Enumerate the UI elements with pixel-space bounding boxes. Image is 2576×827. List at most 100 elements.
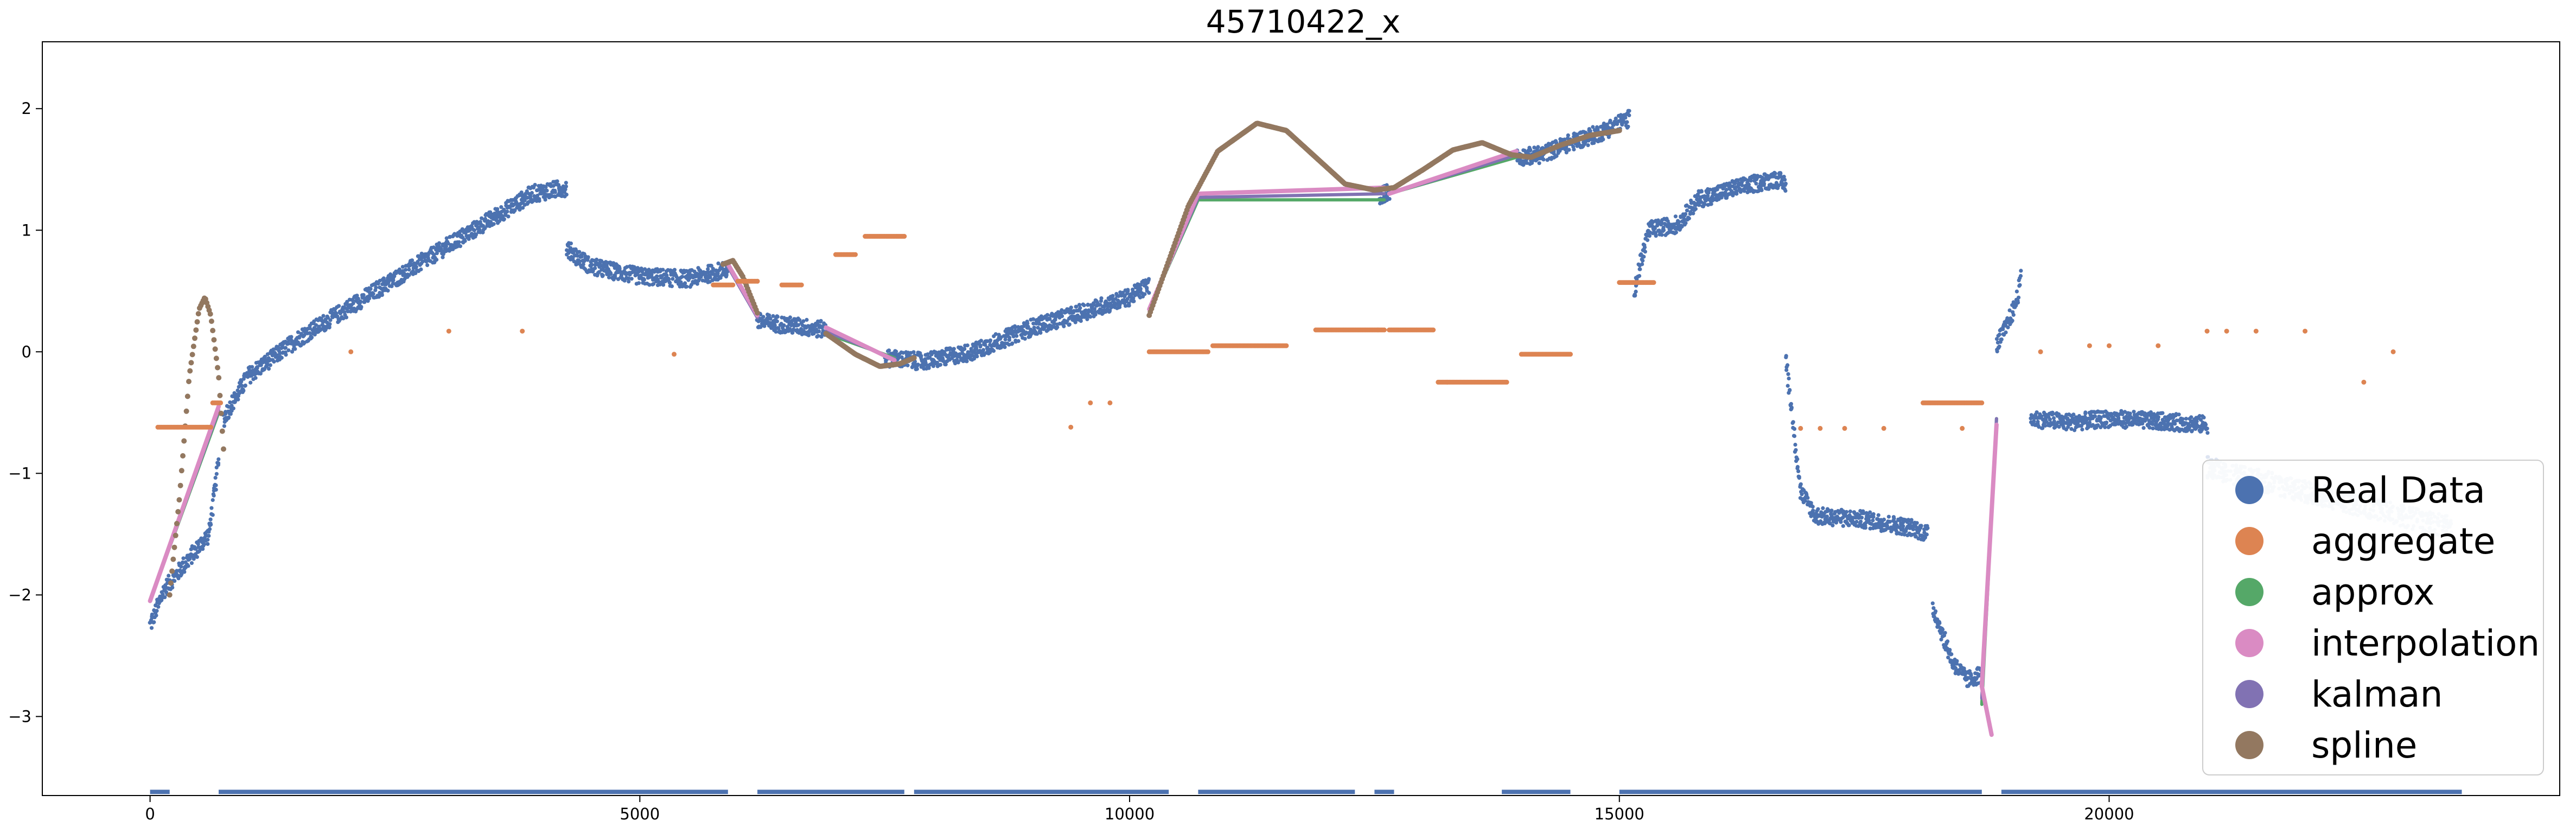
real-data-point [437, 241, 442, 245]
real-data-point [1794, 448, 1798, 452]
real-data-point [371, 291, 375, 296]
spline-point [180, 453, 186, 459]
real-data-point [543, 198, 547, 202]
real-data-point [308, 331, 312, 335]
real-data-point [775, 319, 779, 323]
real-data-point [346, 309, 350, 314]
real-data-point [293, 347, 297, 351]
real-data-point [502, 217, 506, 221]
real-data-point [1892, 517, 1896, 521]
real-data-point [154, 613, 158, 618]
real-data-point [1567, 148, 1571, 152]
real-data-point [1997, 344, 2001, 349]
real-data-point [2184, 417, 2188, 421]
real-data-point [1146, 277, 1151, 281]
real-data-point [328, 322, 332, 326]
real-data-point [533, 183, 537, 187]
real-data-point [2177, 412, 2181, 417]
real-data-point [1946, 639, 1950, 644]
real-data-point [1783, 177, 1787, 182]
real-data-point [407, 273, 411, 277]
real-data-point [1997, 332, 2001, 337]
real-data-segment [221, 179, 569, 428]
real-data-point [1882, 517, 1886, 522]
real-data-point [579, 255, 584, 259]
real-data-point [801, 319, 806, 323]
real-data-point [1930, 601, 1935, 606]
real-data-point [258, 371, 263, 376]
real-data-point [1625, 120, 1629, 124]
real-data-point [170, 586, 175, 590]
real-data-point [1079, 319, 1083, 323]
spline-point [215, 365, 220, 371]
real-data-segment [755, 311, 828, 339]
real-data-point [161, 592, 165, 596]
real-data-point [404, 268, 408, 272]
real-data-point [916, 362, 920, 367]
real-data-point [1871, 518, 1875, 523]
real-data-point [2036, 419, 2040, 424]
spline-point [168, 580, 174, 586]
real-data-point [472, 228, 476, 232]
real-data-point [975, 354, 979, 359]
spline-point [221, 446, 226, 452]
real-data-point [819, 319, 823, 323]
real-data-point [1102, 304, 1106, 309]
real-data-point [1126, 289, 1130, 294]
real-data-point [1925, 526, 1930, 530]
real-data-point [407, 268, 411, 272]
real-data-point [497, 219, 502, 224]
real-data-point [474, 232, 479, 237]
real-data-point [1962, 666, 1966, 671]
real-data-point [1787, 376, 1791, 381]
real-data-point [250, 365, 254, 369]
real-data-point [1800, 492, 1804, 497]
real-data-point [463, 239, 467, 243]
real-data-point [1601, 137, 1605, 142]
real-data-point [444, 236, 449, 240]
real-data-point [2050, 410, 2055, 415]
real-data-point [938, 362, 942, 367]
real-data-point [1847, 523, 1851, 527]
spline-point [911, 355, 917, 361]
real-data-point [1831, 523, 1835, 527]
real-data-point [2205, 431, 2210, 435]
real-data-point [2173, 422, 2177, 426]
real-data-point [1111, 294, 1115, 298]
real-data-point [163, 595, 167, 600]
real-data-point [1783, 181, 1788, 186]
real-data-point [506, 214, 511, 219]
real-data-point [1676, 220, 1681, 224]
real-data-point [1754, 181, 1758, 186]
real-data-point [1841, 524, 1845, 528]
real-data-point [680, 275, 685, 279]
real-data-point [536, 188, 540, 192]
real-data-point [195, 555, 199, 559]
real-data-point [284, 353, 288, 357]
real-data-point [188, 557, 192, 561]
real-data-point [209, 523, 213, 527]
real-data-point [911, 350, 916, 354]
real-data-point [345, 300, 349, 304]
real-data-point [1642, 255, 1646, 259]
real-data-point [208, 517, 213, 521]
real-data-point [1999, 337, 2004, 342]
spline-point [194, 319, 200, 325]
real-data-point [381, 276, 386, 281]
spline-point [217, 392, 223, 398]
real-data-point [1586, 143, 1590, 148]
real-data-point [2014, 289, 2019, 294]
real-data-point [2128, 411, 2132, 416]
real-data-point [2156, 415, 2160, 419]
real-data-point [1789, 402, 1793, 406]
real-data-point [513, 208, 517, 213]
real-data-point [553, 190, 557, 194]
real-data-point [444, 244, 449, 249]
real-data-point [1541, 157, 1546, 162]
real-data-point [2103, 425, 2107, 429]
real-data-rug-band [1374, 790, 1394, 794]
real-data-point [1647, 234, 1652, 238]
real-data-point [321, 314, 326, 318]
real-data-point [1816, 507, 1820, 511]
real-data-point [397, 267, 402, 272]
